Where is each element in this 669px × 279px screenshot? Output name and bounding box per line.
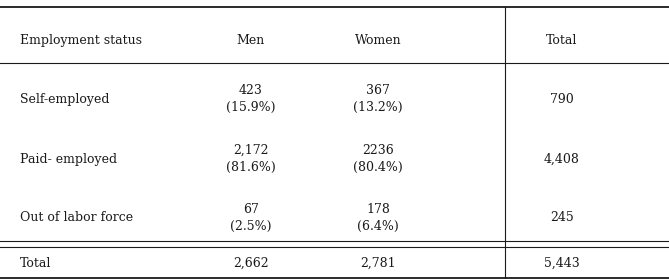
Text: 2,781: 2,781 — [360, 257, 396, 270]
Text: Total: Total — [547, 34, 577, 47]
Text: Out of labor force: Out of labor force — [20, 211, 133, 224]
Text: 245: 245 — [550, 211, 574, 224]
Text: 2,662: 2,662 — [233, 257, 269, 270]
Text: 178
(6.4%): 178 (6.4%) — [357, 203, 399, 233]
Text: 2,172
(81.6%): 2,172 (81.6%) — [226, 144, 276, 174]
Text: Self-employed: Self-employed — [20, 93, 110, 105]
Text: Women: Women — [355, 34, 401, 47]
Text: 367
(13.2%): 367 (13.2%) — [353, 84, 403, 114]
Text: 67
(2.5%): 67 (2.5%) — [230, 203, 272, 233]
Text: Men: Men — [237, 34, 265, 47]
Text: Paid- employed: Paid- employed — [20, 153, 117, 165]
Text: Total: Total — [20, 257, 52, 270]
Text: 4,408: 4,408 — [544, 153, 580, 165]
Text: 5,443: 5,443 — [544, 257, 580, 270]
Text: 423
(15.9%): 423 (15.9%) — [226, 84, 276, 114]
Text: 2236
(80.4%): 2236 (80.4%) — [353, 144, 403, 174]
Text: 790: 790 — [550, 93, 574, 105]
Text: Employment status: Employment status — [20, 34, 142, 47]
